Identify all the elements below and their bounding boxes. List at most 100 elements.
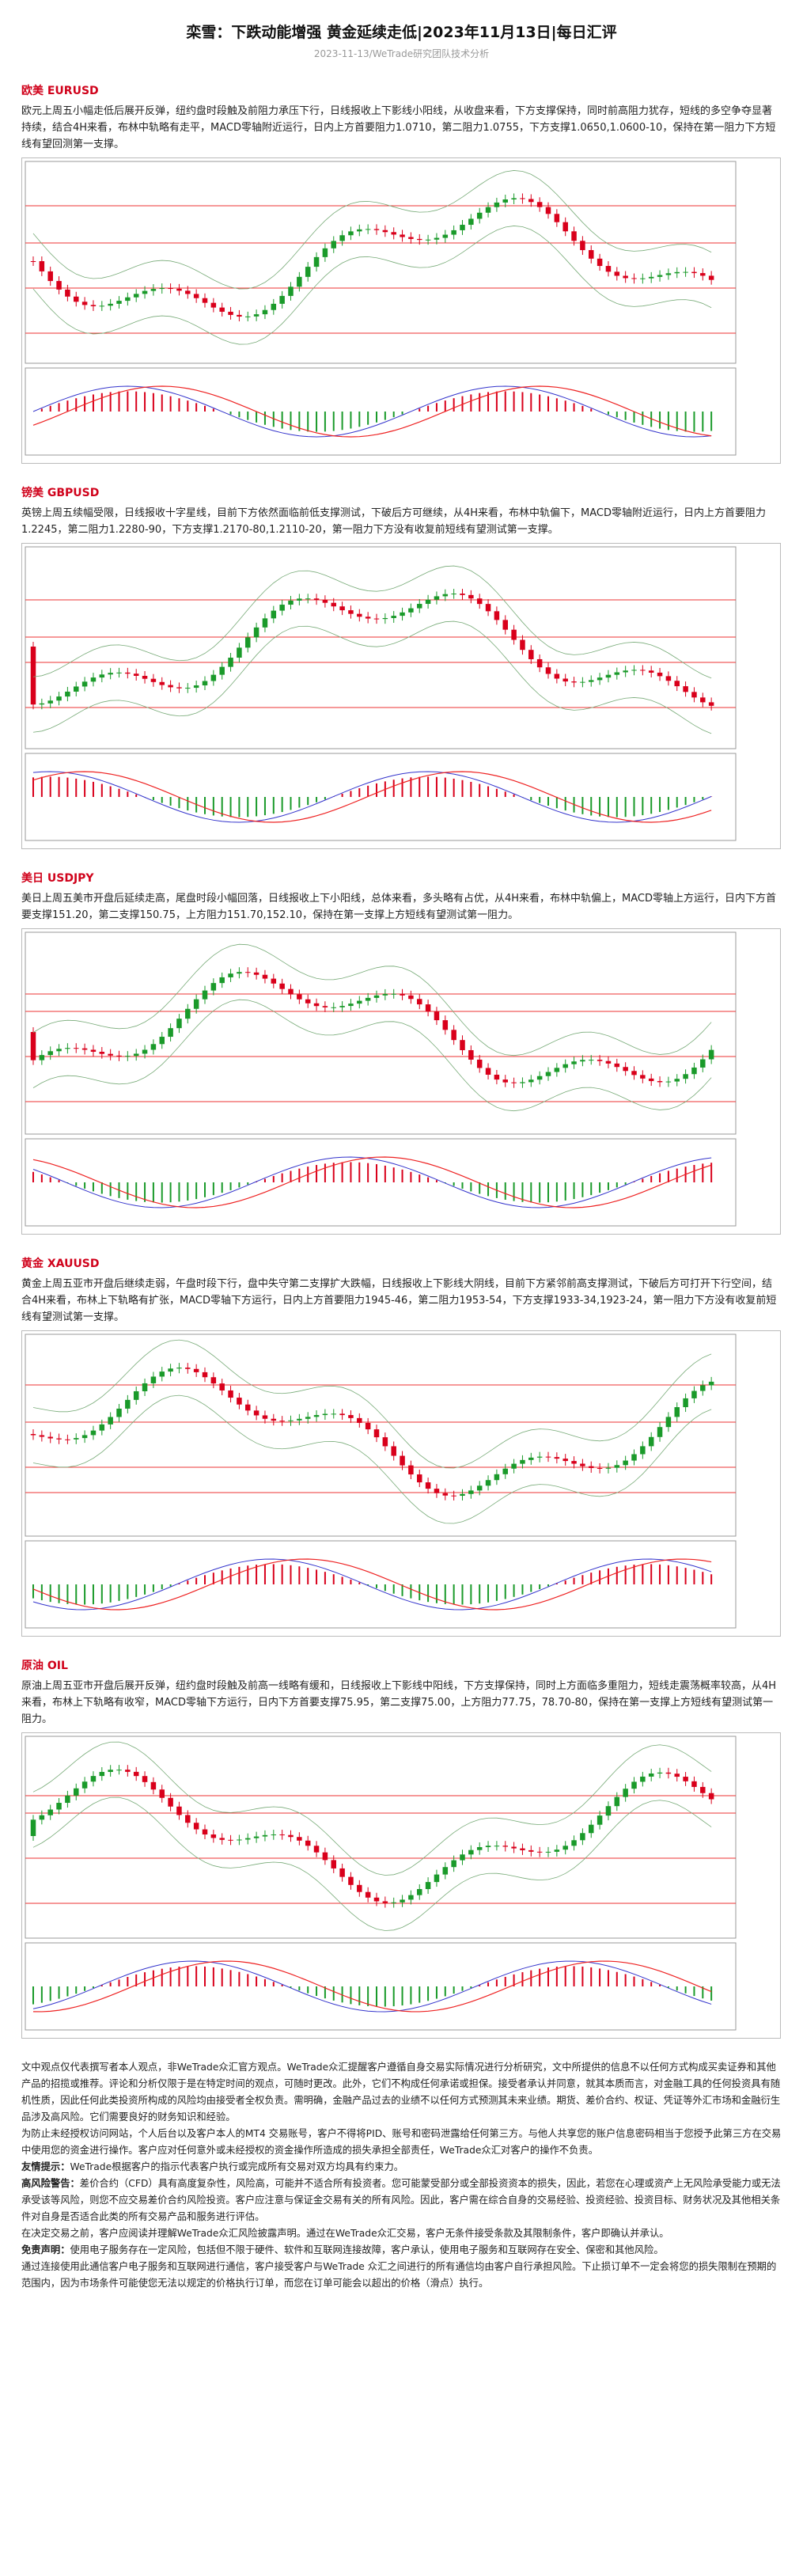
candle-body [416,604,422,609]
candle-body [81,302,88,305]
candle-body [683,1777,688,1781]
candle-body [90,305,97,306]
candle-body [708,702,714,706]
candle-body [597,258,603,267]
candle-body [262,974,268,979]
candle-body [502,199,509,203]
candle-body [631,1781,637,1789]
candle-body [580,1833,585,1841]
candle-body [442,594,449,597]
candle-body [142,290,148,294]
candle-body [683,271,688,273]
section-heading: 欧美 EURUSD [21,85,99,97]
candle-body [348,610,354,614]
candle-body [210,1834,217,1838]
candle-body [30,647,36,705]
candle-body [262,309,268,315]
candle-body [657,672,663,677]
section-text: 欧元上周五小幅走低后展开反弹，纽约盘时段触及前阻力承压下行，日线报收上下影线小阳… [21,105,776,150]
candle-body [133,673,139,676]
candle-body [373,995,380,998]
candle-body [674,1407,680,1417]
candle-body [536,202,543,207]
candle-body [391,232,396,235]
section-text: 黄金上周五亚市开盘后继续走弱，午盘时段下行，盘中失守第二支撑扩大跌幅，日线报收上… [21,1278,777,1323]
candle-body [700,273,706,276]
candle-body [554,214,560,222]
candle-body [331,241,337,248]
candle-body [588,250,594,259]
candle-body [348,231,354,236]
candle-body [202,1371,208,1378]
candle-body [168,1797,173,1807]
candle-body [176,687,182,689]
candle-body [210,302,217,308]
candle-body [150,1781,157,1790]
candle-body [425,1004,431,1012]
candle-body [640,1446,646,1455]
candle-body [485,1068,491,1075]
chart-frame [25,1736,737,1939]
candle-body [47,271,53,282]
candle-body [502,1079,509,1083]
candle-body [425,599,431,605]
candle-body [39,261,45,271]
candle-body [382,1901,388,1903]
candle-body [520,639,525,651]
candle-body [142,1776,148,1782]
candle-body [168,288,173,290]
candle-body [434,1011,440,1021]
section-text: 英镑上周五续幅受限，日线报收十字星线，目前下方依然面临前低支撑测试，下破后方可继… [21,507,767,536]
candle-body [520,198,525,199]
candle-body [683,1074,688,1079]
candle-body [528,1457,534,1460]
candle-body [657,275,663,277]
candle-body [210,674,217,681]
candle-body [502,620,509,630]
candle-body [545,1456,551,1458]
candle-body [416,1474,422,1483]
candle-body [271,303,277,310]
candle-body [176,1806,182,1815]
candle-body [244,972,251,973]
candle-body [228,1839,233,1841]
candle-body [382,1437,388,1447]
candle-body [262,618,268,628]
section-text: 原油上周五亚市开盘后展开反弹，纽约盘时段触及前高一线略有缓和，日线报收上下影线中… [21,1680,777,1725]
band-lower [32,999,712,1112]
candle-body [597,677,603,681]
candle-body [494,1474,500,1481]
macd-frame [25,753,737,841]
macd-frame [25,1942,737,2031]
candle-body [305,598,311,600]
candle-body [219,977,225,984]
band-upper [32,1741,712,1876]
candle-body [168,1028,173,1038]
candle-body [150,1044,157,1050]
candle-body [597,1815,603,1825]
candle-body [554,1849,560,1852]
candle-body [244,637,251,648]
candle-body [468,1049,474,1060]
candle-body [520,1459,525,1464]
candle-body [271,1834,277,1836]
candle-body [56,281,62,290]
candle-body [73,1788,79,1796]
candle-body [297,276,302,287]
candle-body [193,294,199,298]
candle-body [56,1438,62,1440]
candle-body [494,611,500,620]
candle-body [640,1075,646,1079]
candle-body [365,997,371,1001]
candle-body [520,1082,525,1083]
candle-body [580,241,585,251]
candle-body [279,295,285,304]
candle-body [339,1413,345,1416]
candle-body [691,1781,697,1787]
candle-body [313,1415,320,1417]
candle-body [545,207,551,214]
candle-body [476,212,483,219]
candle-body [665,1417,672,1428]
candle-body [244,1404,251,1411]
candle-body [331,1007,337,1008]
